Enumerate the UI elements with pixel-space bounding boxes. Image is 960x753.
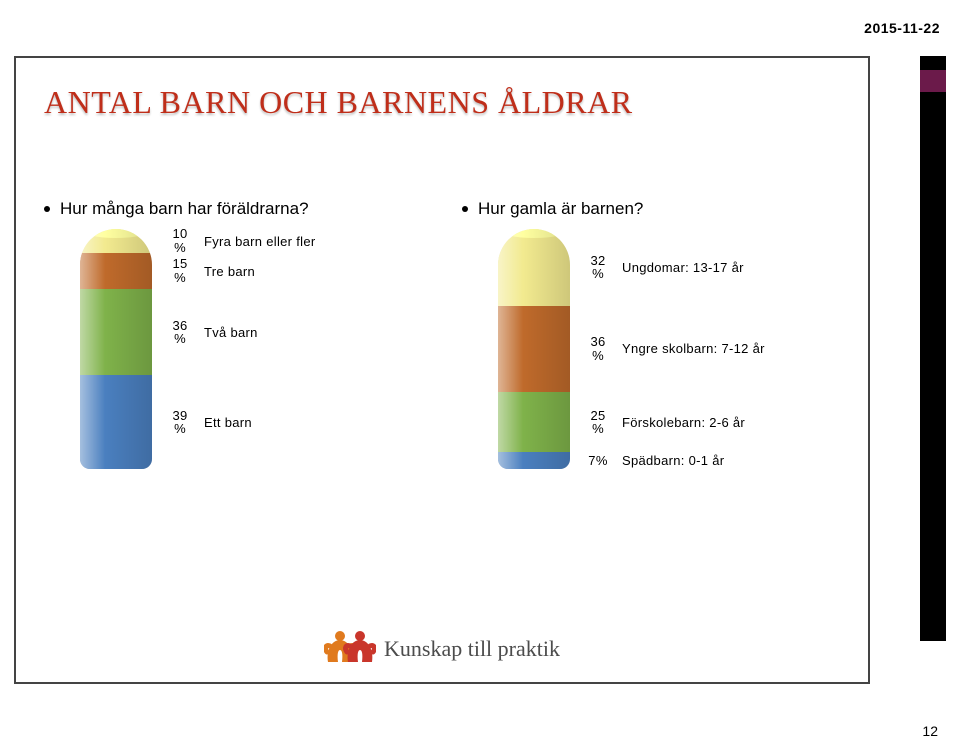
right-stacked-bar [498,229,570,469]
right-question-text: Hur gamla är barnen? [478,199,643,219]
footer-logo-wrap: Kunskap till praktik [16,628,868,670]
bar-segment [80,289,152,375]
percent-label: 10% [166,227,194,254]
percent-label: 7% [584,454,612,468]
right-stack-wrap [498,229,570,469]
right-chart-row: 32% Ungdomar: 13-17 år 36% Yngre skolbarn: … [462,229,840,469]
right-column: Hur gamla är barnen? 32% Ungdomar: 13-17 … [462,199,840,469]
left-question-text: Hur många barn har föräldrarna? [60,199,309,219]
category-label: Spädbarn: 0-1 år [622,453,724,468]
category-label: Ungdomar: 13-17 år [622,260,744,275]
slide-title: ANTAL BARN OCH BARNENS ÅLDRAR [44,84,840,121]
left-labels: 10% Fyra barn eller fler 15% Tre barn 36% Två… [166,229,315,469]
percent-label: 15% [166,257,194,284]
category-label: Ett barn [204,415,252,430]
chart-label-row: 36% Två barn [166,289,315,375]
category-label: Två barn [204,325,258,340]
bullet-icon [462,206,468,212]
bar-segment [498,452,570,469]
percent-label: 36% [166,319,194,346]
chart-label-row: 25% Förskolebarn: 2-6 år [584,392,765,452]
bar-segment [80,229,152,253]
chart-label-row: 15% Tre barn [166,253,315,289]
percent-label: 36% [584,335,612,362]
category-label: Förskolebarn: 2-6 år [622,415,745,430]
left-chart-row: 10% Fyra barn eller fler 15% Tre barn 36% Två… [44,229,422,469]
right-labels: 32% Ungdomar: 13-17 år 36% Yngre skolbarn: … [584,229,765,469]
percent-label: 39% [166,409,194,436]
bar-segment [498,392,570,452]
category-label: Tre barn [204,264,255,279]
bullet-icon [44,206,50,212]
page-number: 12 [922,723,938,739]
logo-text: Kunskap till praktik [384,636,560,662]
chart-label-row: 32% Ungdomar: 13-17 år [584,229,765,306]
chart-label-row: 10% Fyra barn eller fler [166,229,315,253]
left-question: Hur många barn har föräldrarna? [44,199,422,219]
left-column: Hur många barn har föräldrarna? 10% Fyra … [44,199,422,469]
percent-label: 25% [584,409,612,436]
slide-frame: ANTAL BARN OCH BARNENS ÅLDRAR Hur många … [14,56,870,684]
chart-label-row: 7% Spädbarn: 0-1 år [584,452,765,469]
percent-label: 32% [584,254,612,281]
bar-segment [80,253,152,289]
left-stacked-bar [80,229,152,469]
category-label: Fyra barn eller fler [204,234,315,249]
bar-segment [80,375,152,469]
footer-logo: Kunskap till praktik [324,628,560,670]
chart-label-row: 39% Ett barn [166,375,315,469]
category-label: Yngre skolbarn: 7-12 år [622,341,765,356]
header-date: 2015-11-22 [864,20,940,36]
bar-segment [498,229,570,306]
right-question: Hur gamla är barnen? [462,199,840,219]
bar-segment [498,306,570,392]
side-stripe [920,56,946,641]
left-stack-wrap [80,229,152,469]
people-icon [324,628,376,670]
chart-label-row: 36% Yngre skolbarn: 7-12 år [584,306,765,392]
columns: Hur många barn har föräldrarna? 10% Fyra … [44,199,840,469]
